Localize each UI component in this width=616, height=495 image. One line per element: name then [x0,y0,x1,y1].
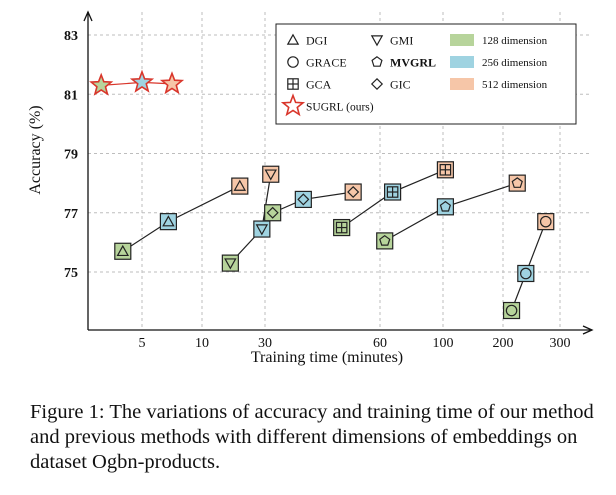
y-axis-arrow [83,10,93,22]
legend-diamond-icon [370,77,384,91]
data-point-square-cross-256 [384,183,402,201]
data-point-triangle-down-512 [262,165,280,183]
legend: DGI GRACE GCA SUGRL (ours) GMI MVGRL GIC 128 di… [275,23,577,125]
data-point-triangle-down-256 [253,220,271,238]
data-point-triangle-256 [159,213,177,231]
x-tick-label: 60 [373,336,387,351]
data-point-star-256 [129,69,155,93]
y-tick-label: 77 [64,207,78,222]
y-axis-label: Accuracy (%) [27,105,44,194]
legend-dimension-label: 512 dimension [482,79,548,91]
data-point-diamond-128 [264,204,282,222]
series-line-triangle [122,185,241,252]
tick-labels: 5 10 30 60 100 200 300 75 77 79 81 83 [64,29,571,351]
y-tick-label: 83 [64,29,78,44]
figure-caption: Figure 1: The variations of accuracy and… [30,401,594,473]
data-point-triangle-128 [114,242,132,260]
legend-method-label: SUGRL (ours) [306,102,374,114]
data-point-pentagon-256 [436,198,454,216]
data-point-circle-512 [537,213,555,231]
x-tick-label: 300 [550,336,571,351]
data-point-triangle-512 [231,177,249,195]
axes [83,10,594,335]
series-line-diamond [272,191,354,214]
x-tick-label: 10 [195,336,209,351]
y-tick-label: 81 [64,88,78,103]
data-point-star-128 [89,72,114,96]
legend-star-icon [280,93,306,117]
y-tick-label: 79 [64,148,78,163]
legend-box [275,23,577,125]
legend-triangle-icon [286,33,300,45]
data-point-square-cross-512 [436,161,454,179]
data-point-diamond-512 [344,183,362,201]
data-point-pentagon-128 [376,232,394,250]
x-tick-label: 30 [258,336,272,351]
y-tick-label: 75 [64,266,78,281]
legend-method-label: GCA [306,78,332,92]
legend-dimension-label: 256 dimension [482,57,548,69]
legend-method-label: MVGRL [390,56,436,70]
data-point-circle-256 [517,264,535,283]
legend-dimension-label: 128 dimension [482,35,548,47]
legend-circle-icon [287,56,299,68]
legend-color-swatch [450,34,474,46]
data-point-star-512 [159,71,185,95]
x-axis-arrow [582,325,594,335]
legend-method-label: DGI [306,34,327,48]
x-tick-label: 100 [433,336,454,351]
x-tick-label: 5 [139,336,146,351]
legend-method-label: GIC [390,78,411,92]
accuracy-vs-training-time-chart: 5 10 30 60 100 200 300 75 77 79 81 83 Training time… [27,10,594,366]
x-tick-label: 200 [493,336,514,351]
data-point-triangle-down-128 [221,254,239,272]
legend-square-cross-icon [287,78,299,90]
data-point-square-cross-128 [333,218,351,237]
legend-triangle-down-icon [370,35,384,47]
data-point-diamond-256 [294,190,312,209]
x-axis-label: Training time (minutes) [251,349,403,366]
data-markers [89,69,555,320]
legend-pentagon-icon [371,56,383,67]
legend-method-label: GRACE [306,56,347,70]
legend-method-label: GMI [390,34,413,48]
data-point-pentagon-512 [508,174,526,192]
data-point-circle-128 [502,301,521,320]
legend-color-swatch [450,56,474,68]
legend-color-swatch [450,78,474,90]
